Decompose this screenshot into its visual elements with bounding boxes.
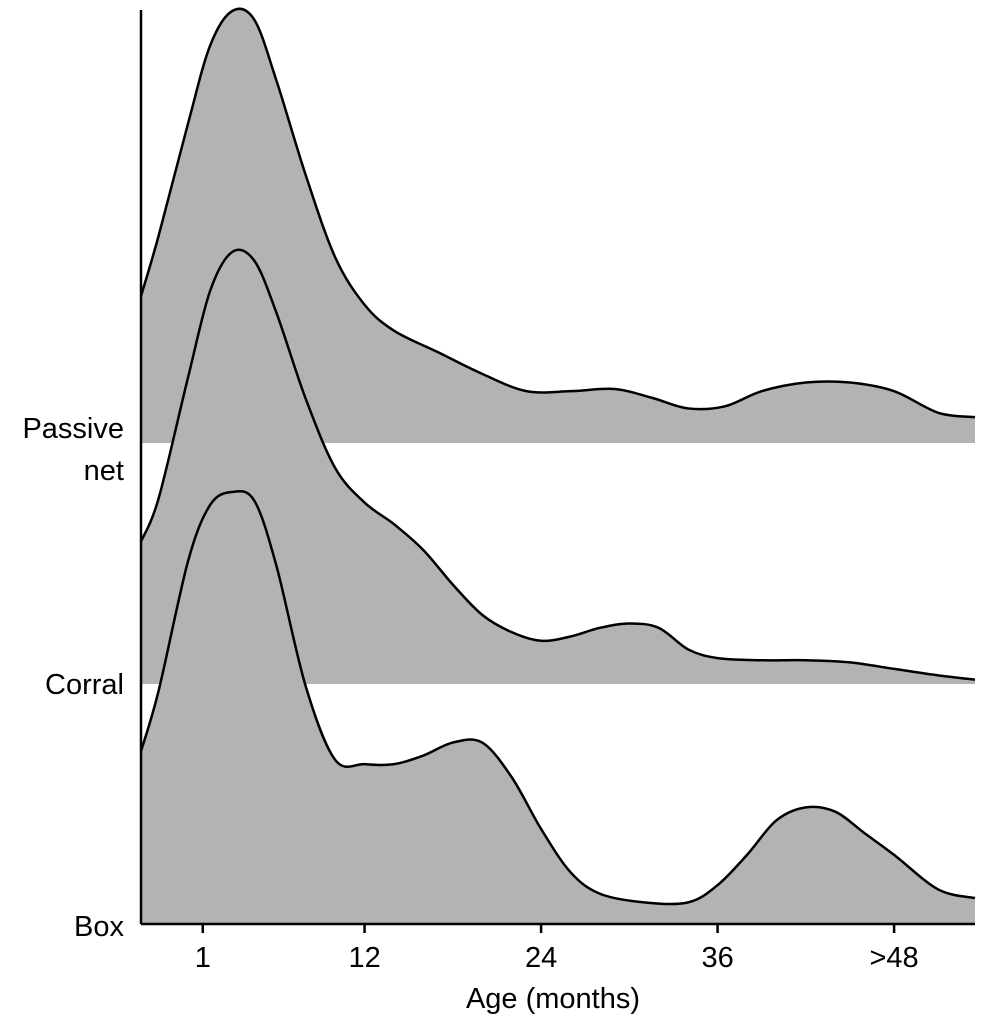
x-tick-label: 12 <box>348 942 380 974</box>
x-axis-title: Age (months) <box>466 983 640 1015</box>
x-tick-label: 1 <box>195 942 211 974</box>
series-label-corral: Corral <box>45 669 124 701</box>
series-label-passive-net-line1: Passive <box>22 413 124 445</box>
y-labels-group: Passive net Corral Box <box>22 413 124 943</box>
x-tick-label: 36 <box>701 942 733 974</box>
ridge-area-corral <box>141 249 975 684</box>
ridges-group <box>139 7 976 924</box>
series-label-box: Box <box>74 911 124 943</box>
ridge-line-passive-net <box>139 7 976 419</box>
x-ticks-group: 1 12 24 36 >48 <box>195 924 919 974</box>
x-tick-label: >48 <box>869 942 918 974</box>
ridge-line-corral <box>139 248 976 681</box>
ridge-area-box <box>141 491 975 924</box>
x-tick-label: 24 <box>525 942 557 974</box>
ridge-line-box <box>139 489 976 906</box>
ridge-area-passive-net <box>141 8 975 443</box>
series-label-passive-net-line2: net <box>84 455 124 487</box>
